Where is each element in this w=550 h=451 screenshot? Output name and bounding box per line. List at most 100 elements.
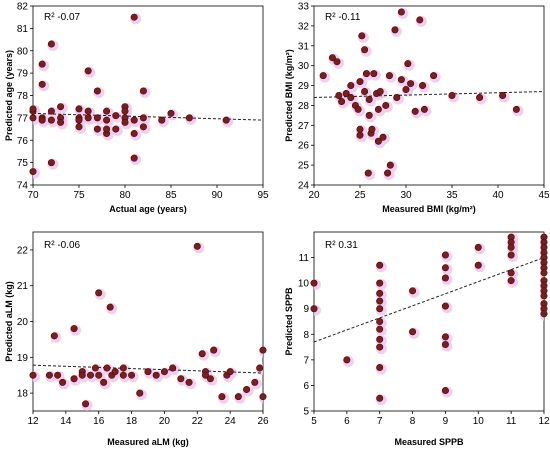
x-tick-label: 7 <box>377 416 383 427</box>
data-point <box>441 264 449 272</box>
data-points <box>29 13 230 176</box>
data-point <box>310 305 318 313</box>
data-point <box>391 26 399 34</box>
data-point <box>222 116 230 124</box>
data-point <box>136 389 144 397</box>
point-halos <box>314 233 544 406</box>
data-point <box>47 159 55 167</box>
data-point <box>256 364 264 372</box>
data-point <box>47 116 55 124</box>
x-tick-label: 35 <box>446 190 458 201</box>
data-point <box>144 368 152 376</box>
y-tick-label: 18 <box>17 389 29 400</box>
data-point <box>382 101 390 109</box>
y-tick-label: 32 <box>298 21 310 32</box>
x-tick-label: 22 <box>192 416 204 427</box>
data-point <box>407 80 415 88</box>
data-points <box>319 8 520 177</box>
y-tick-label: 10 <box>298 279 310 290</box>
y-tick-label: 81 <box>17 24 29 35</box>
plot-frame <box>313 5 545 186</box>
data-point <box>121 118 129 126</box>
data-point <box>343 356 351 364</box>
data-point <box>411 107 419 115</box>
data-point <box>430 72 438 80</box>
x-tick-label: 45 <box>538 190 550 201</box>
data-point <box>251 378 259 386</box>
data-point <box>441 333 449 341</box>
x-tick-label: 16 <box>93 416 105 427</box>
data-point <box>75 105 83 113</box>
plot-frame <box>313 231 545 412</box>
r-squared-label: R² -0.07 <box>44 12 81 23</box>
chart-panel-top-left: 70 75 80 85 90 95 74 75 76 77 78 79 80 81 82 Actual age… <box>4 2 269 215</box>
data-point <box>29 168 37 176</box>
data-point <box>409 328 417 336</box>
trendline <box>313 91 545 98</box>
data-point <box>441 341 449 349</box>
data-point <box>507 269 515 277</box>
data-points <box>29 242 267 408</box>
data-point <box>112 125 120 133</box>
data-point <box>354 105 362 113</box>
data-point <box>121 107 129 115</box>
data-point <box>404 60 412 68</box>
data-point <box>507 251 515 259</box>
data-point <box>50 332 58 340</box>
x-axis-label: Measured aLM (kg) <box>107 437 189 447</box>
data-point <box>160 368 168 376</box>
data-point <box>167 109 175 117</box>
data-point <box>119 364 127 372</box>
data-point <box>342 90 350 98</box>
x-tick-label: 8 <box>410 416 416 427</box>
y-tick-label: 19 <box>17 353 29 364</box>
data-point <box>376 88 384 96</box>
data-point <box>376 279 384 287</box>
data-point <box>103 125 111 133</box>
y-tick-label: 77 <box>17 113 29 124</box>
data-point <box>75 116 83 124</box>
data-point <box>540 292 548 300</box>
y-tick-label: 7 <box>303 355 309 366</box>
x-tick-label: 20 <box>159 416 171 427</box>
data-point <box>158 116 166 124</box>
data-point <box>152 371 160 379</box>
data-point <box>347 82 355 90</box>
data-point <box>441 251 449 259</box>
data-point <box>29 371 37 379</box>
data-point <box>356 125 364 133</box>
data-point <box>139 114 147 122</box>
y-tick-label: 8 <box>303 330 309 341</box>
data-point <box>78 371 86 379</box>
data-point <box>420 105 428 113</box>
y-tick-label: 25 <box>298 161 310 172</box>
chart-panel-top-right: 20 25 30 35 40 45 24 25 26 27 28 29 30 31 32 33 Measured… <box>284 2 550 215</box>
data-point <box>234 393 242 401</box>
data-point <box>130 13 138 21</box>
data-point <box>365 95 373 103</box>
data-point <box>112 112 120 120</box>
point-halos <box>33 13 234 179</box>
x-tick-label: 25 <box>354 190 366 201</box>
data-point <box>397 8 405 16</box>
data-point <box>368 125 376 133</box>
data-point <box>193 242 201 250</box>
data-point <box>103 107 111 115</box>
data-point <box>177 375 185 383</box>
data-point <box>128 371 136 379</box>
data-point <box>319 72 327 80</box>
data-point <box>119 371 127 379</box>
data-point <box>374 137 382 145</box>
point-halos <box>33 242 263 411</box>
data-point <box>419 82 427 90</box>
data-point <box>93 87 101 95</box>
data-point <box>476 93 484 101</box>
trendline <box>313 257 545 343</box>
x-tick-label: 6 <box>344 416 350 427</box>
data-point <box>47 107 55 115</box>
data-point <box>93 114 101 122</box>
data-point <box>347 93 355 101</box>
y-tick-label: 11 <box>299 253 310 264</box>
data-point <box>57 118 65 126</box>
